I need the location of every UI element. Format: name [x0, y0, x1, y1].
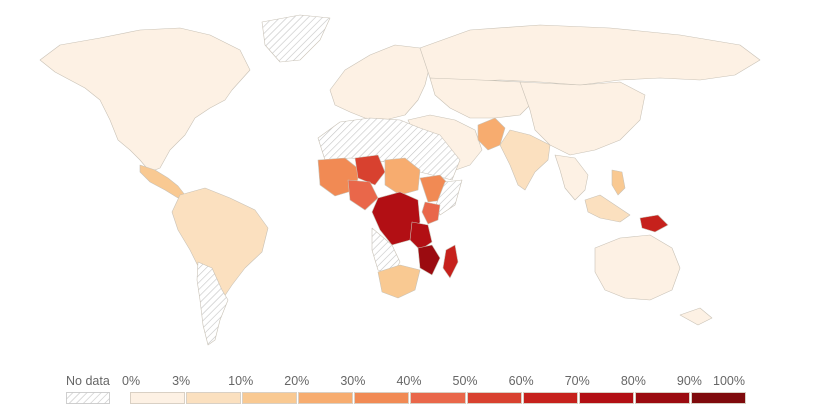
scale-tick-label: 0%	[122, 374, 141, 388]
scale-tick-label: 80%	[620, 374, 646, 388]
scale-tick-label: 40%	[396, 374, 422, 388]
region-antarctic-islands[interactable]	[679, 307, 713, 326]
scale-tick-label: 10%	[228, 374, 254, 388]
region-indonesia[interactable]	[584, 194, 631, 223]
scale-tick-label: 60%	[508, 374, 534, 388]
scale-tick-label: 100%	[713, 374, 745, 388]
scale-swatch	[186, 392, 242, 404]
scale-tick-label: 70%	[564, 374, 590, 388]
scale-tick-label: 20%	[284, 374, 310, 388]
scale-swatch	[466, 392, 522, 404]
region-russia[interactable]	[419, 24, 761, 86]
scale-tick-label: 3%	[172, 374, 191, 388]
scale-tick-label: 30%	[340, 374, 366, 388]
region-australia[interactable]	[594, 234, 681, 301]
region-east-asia[interactable]	[519, 81, 646, 156]
scale-tick-label: 50%	[452, 374, 478, 388]
scale-tick-label: 90%	[676, 374, 702, 388]
region-somalia[interactable]	[435, 179, 463, 216]
region-southeast-asia[interactable]	[554, 154, 589, 201]
scale-swatch	[242, 392, 298, 404]
scale-swatch	[690, 392, 746, 404]
region-niger[interactable]	[354, 154, 386, 186]
region-india[interactable]	[499, 129, 551, 191]
region-papua-new-guinea[interactable]	[639, 214, 669, 233]
region-greenland[interactable]	[261, 14, 331, 63]
scale-swatch	[130, 392, 186, 404]
region-kenya[interactable]	[421, 201, 441, 225]
scale-swatch	[410, 392, 466, 404]
scale-swatch	[634, 392, 690, 404]
region-central-asia[interactable]	[429, 77, 536, 119]
region-south-africa[interactable]	[377, 264, 421, 299]
region-north-america[interactable]	[39, 27, 251, 173]
scale-swatch	[298, 392, 354, 404]
scale-swatch	[522, 392, 578, 404]
region-chad-sudan[interactable]	[384, 157, 421, 196]
scale-swatch	[578, 392, 634, 404]
region-nigeria[interactable]	[347, 179, 379, 211]
region-philippines[interactable]	[611, 169, 626, 196]
no-data-label: No data	[66, 374, 110, 388]
no-data-swatch	[66, 392, 110, 404]
region-south-america[interactable]	[171, 187, 269, 306]
region-central-america[interactable]	[139, 164, 186, 199]
scale-swatch	[354, 392, 410, 404]
region-madagascar[interactable]	[442, 244, 459, 279]
region-argentina-chile[interactable]	[196, 261, 229, 346]
region-europe[interactable]	[329, 44, 431, 121]
world-map	[39, 14, 761, 346]
region-mozambique[interactable]	[417, 244, 441, 276]
region-north-africa[interactable]	[317, 117, 461, 181]
